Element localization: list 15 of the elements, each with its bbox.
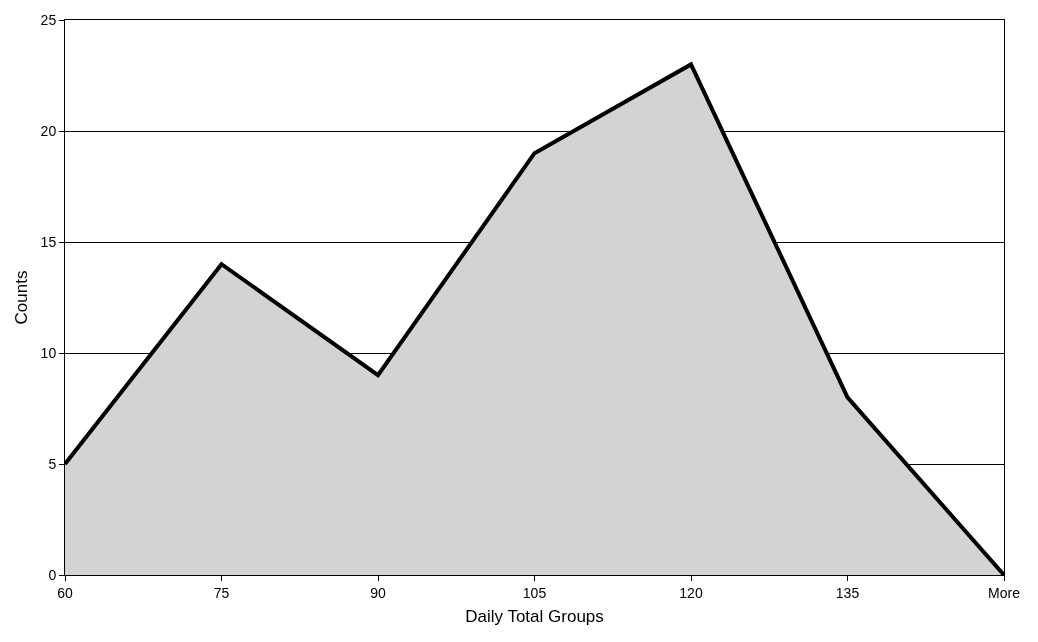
y-axis-title: Counts xyxy=(12,270,32,325)
x-tick-label: 60 xyxy=(57,584,73,601)
x-tick-label: 75 xyxy=(213,584,230,601)
x-tick-label: 135 xyxy=(835,584,860,601)
y-tick-label: 25 xyxy=(40,11,57,28)
x-axis-title: Daily Total Groups xyxy=(465,607,604,627)
y-tick-label: 10 xyxy=(40,344,57,361)
x-tick-label: More xyxy=(988,584,1021,601)
x-tick-label: 120 xyxy=(679,584,703,601)
x-tick-label: 90 xyxy=(370,584,386,601)
y-tick-label: 0 xyxy=(48,566,57,583)
y-tick-label: 15 xyxy=(40,233,57,250)
y-tick-label: 5 xyxy=(48,455,57,472)
y-tick-label: 20 xyxy=(40,122,57,139)
x-tick-label: 105 xyxy=(522,584,547,601)
